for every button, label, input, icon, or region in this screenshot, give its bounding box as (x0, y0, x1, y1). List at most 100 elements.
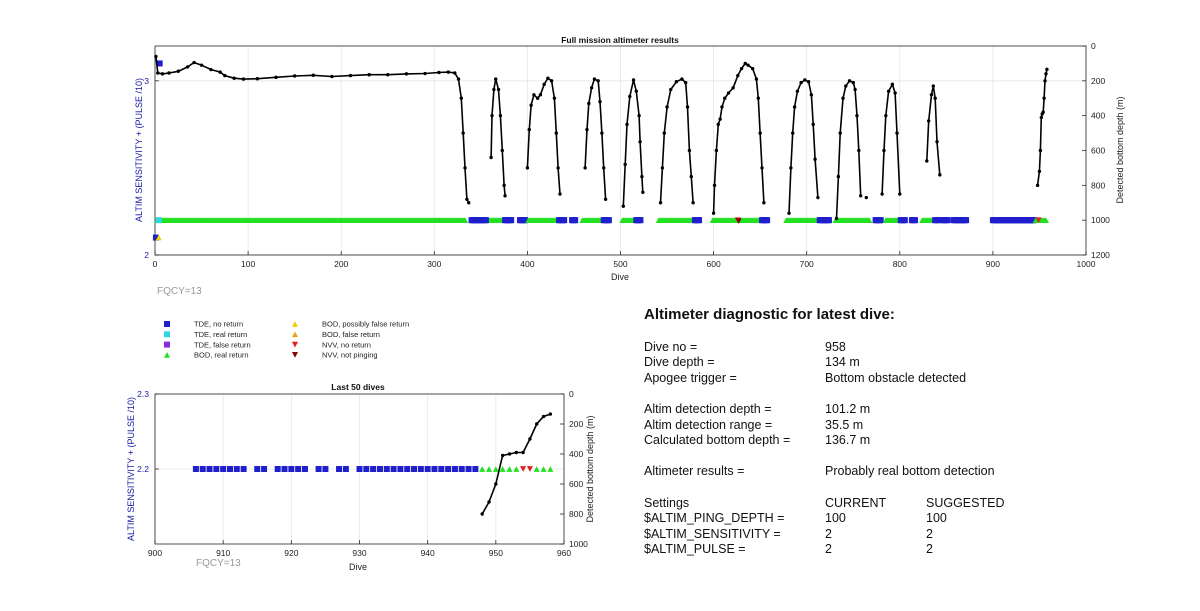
pulse-current: 2 (825, 542, 832, 556)
y-tick-label: 2.2 (137, 464, 149, 474)
depth-line (584, 78, 607, 200)
nvv-no-return-marker (1035, 217, 1042, 224)
depth-point (731, 86, 735, 90)
depth-point (803, 78, 807, 82)
x-tick-label: 400 (520, 259, 534, 269)
depth-point (558, 192, 562, 196)
depth-point (1041, 110, 1045, 114)
tde-no-return-marker (445, 466, 452, 472)
y2-tick-label: 200 (569, 419, 583, 429)
tde-no-return-marker (206, 466, 213, 472)
tde-no-return-marker (935, 217, 942, 224)
depth-point (739, 66, 744, 71)
y2-tick-label: 1000 (1091, 215, 1110, 225)
depth-point (185, 65, 190, 69)
depth-point (795, 89, 800, 93)
pulse-label: $ALTIM_PULSE = (644, 542, 746, 556)
full-mission-chart: Full mission altimeter results Dive ALTI… (134, 35, 1125, 297)
tde-false-return-marker (164, 341, 170, 348)
tde-no-return-marker (637, 217, 644, 224)
bottom-chart-ticks: 900 910 920 930 940 950 960 2.2 2.3 0 200 400 600 800… (137, 389, 588, 558)
depth-line (1036, 69, 1048, 186)
nvv-not-pinging-marker (735, 218, 742, 224)
depth-point (855, 113, 859, 118)
depth-point (538, 93, 543, 97)
x-tick-label: 600 (707, 259, 721, 269)
x-tick-label: 900 (986, 259, 1000, 269)
depth-point (487, 500, 491, 504)
last-50-dives-chart: Last 50 dives Dive ALTIM SENSITIVITY + (… (126, 382, 595, 572)
depth-point (933, 96, 937, 100)
depth-point (756, 96, 760, 100)
depth-point (931, 84, 936, 88)
bod-real-return-marker (479, 466, 486, 472)
depth-point (459, 96, 463, 100)
depth-point (754, 77, 759, 81)
depth-point (494, 482, 498, 486)
depth-point (404, 72, 409, 76)
depth-point (723, 96, 727, 100)
tde-no-return-marker (458, 466, 465, 472)
depth-point (274, 75, 278, 80)
depth-point (496, 87, 501, 92)
sensitivity-suggested: 2 (926, 527, 933, 541)
depth-point (751, 66, 755, 71)
depth-point (546, 76, 550, 80)
depth-point (674, 80, 679, 84)
depth-point (746, 63, 750, 67)
depth-point (589, 86, 594, 90)
legend-label: TDE, real return (194, 330, 247, 339)
legend-label: TDE, no return (194, 320, 243, 329)
depth-point (691, 201, 695, 205)
depth-point (232, 76, 236, 80)
tde-no-return-marker (301, 466, 308, 472)
tde-no-return-marker (397, 466, 404, 472)
depth-point (683, 80, 688, 85)
depth-point (154, 54, 158, 59)
results-label: Altimeter results = (644, 464, 745, 478)
tde-no-return-marker (192, 466, 199, 472)
depth-line (526, 77, 561, 195)
tde-no-return-marker (315, 466, 322, 472)
legend-label: BOD, possibly false return (322, 320, 409, 329)
tde-no-return-marker (213, 466, 220, 472)
sensitivity-label: $ALTIM_SENSITIVITY = (644, 527, 781, 541)
depth-point (532, 93, 536, 97)
depth-point (500, 453, 505, 458)
depth-point (791, 131, 795, 135)
tde-no-return-marker (1030, 217, 1037, 224)
top-chart-title: Full mission altimeter results (561, 35, 679, 45)
bod-possibly-false-marker (292, 321, 298, 327)
depth-point (527, 127, 531, 132)
legend-label: TDE, false return (194, 340, 251, 349)
bod-real-return-marker (533, 466, 540, 472)
depth-point (938, 173, 942, 177)
depth-point (503, 194, 507, 198)
depth-point (541, 414, 546, 419)
depth-point (726, 91, 731, 95)
depth-line (835, 79, 862, 219)
tde-no-return-marker (424, 466, 431, 472)
depth-point (1037, 169, 1042, 174)
legend-label: BOD, false return (322, 330, 380, 339)
depth-point (687, 148, 692, 153)
dive-depth-label: Dive depth = (644, 355, 715, 369)
y2-tick-label: 0 (1091, 41, 1096, 51)
x-tick-label: 930 (352, 548, 366, 558)
x-tick-label: 950 (489, 548, 503, 558)
x-tick-label: 500 (613, 259, 627, 269)
top-chart-y2label: Detected bottom depth (m) (1115, 96, 1125, 203)
tde-no-return-marker (164, 321, 170, 327)
y-tick-label: 2.3 (137, 389, 149, 399)
depth-point (494, 77, 498, 81)
depth-point (500, 148, 504, 153)
depth-point (542, 82, 546, 87)
depth-point (816, 195, 820, 200)
tde-real-return-marker (155, 217, 162, 224)
depth-point (1045, 67, 1049, 72)
depth-point (720, 105, 724, 109)
depth-point (634, 89, 639, 93)
y2-tick-label: 1200 (1091, 250, 1110, 260)
depth-point (535, 96, 540, 100)
depth-point (886, 89, 891, 93)
